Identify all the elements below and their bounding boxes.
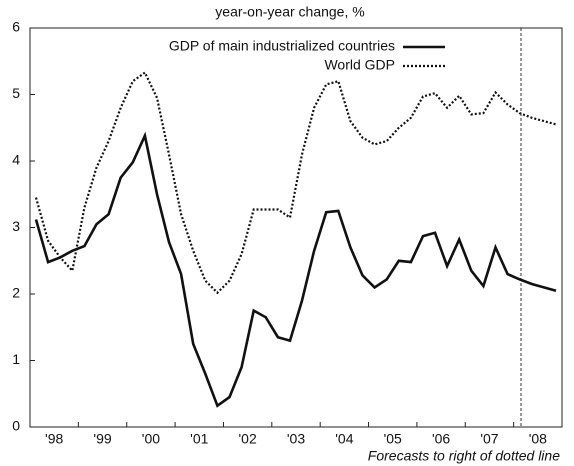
legend-label: World GDP bbox=[324, 57, 395, 73]
y-tick-label: 6 bbox=[12, 19, 20, 35]
plot-frame bbox=[29, 27, 563, 428]
y-tick-label: 4 bbox=[12, 152, 20, 168]
x-tick-label: '05 bbox=[384, 431, 402, 447]
x-tick-label: '02 bbox=[239, 431, 257, 447]
footnote: Forecasts to right of dotted line bbox=[368, 448, 560, 464]
x-tick-label: '08 bbox=[529, 431, 547, 447]
x-tick-label: '07 bbox=[480, 431, 498, 447]
x-tick-label: '03 bbox=[287, 431, 305, 447]
chart-title: year-on-year change, % bbox=[215, 4, 364, 20]
legend-label: GDP of main industrialized countries bbox=[169, 38, 395, 54]
x-tick-label: '00 bbox=[142, 431, 160, 447]
y-tick-label: 5 bbox=[12, 85, 20, 101]
x-tick-label: '99 bbox=[93, 431, 111, 447]
x-tick-label: '98 bbox=[45, 431, 63, 447]
series-line bbox=[34, 70, 557, 295]
y-tick-label: 1 bbox=[12, 351, 20, 367]
x-tick-label: '01 bbox=[190, 431, 208, 447]
x-tick-label: '04 bbox=[335, 431, 353, 447]
series-line bbox=[34, 131, 557, 408]
y-tick-label: 3 bbox=[12, 218, 20, 234]
x-tick-label: '06 bbox=[432, 431, 450, 447]
y-tick-label: 0 bbox=[12, 418, 20, 434]
y-tick-label: 2 bbox=[12, 285, 20, 301]
